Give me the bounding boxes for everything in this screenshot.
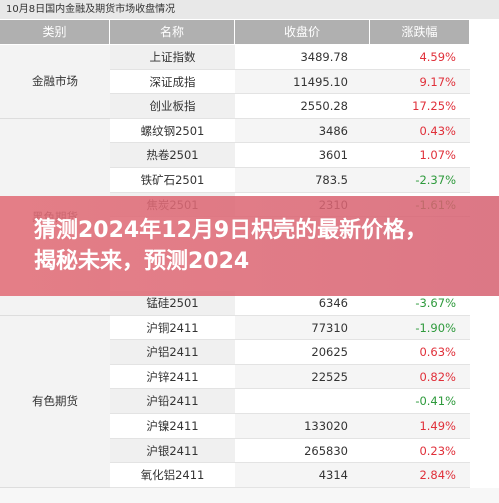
name-cell: 热卷2501 [110, 143, 235, 168]
price-cell: 3601 [235, 143, 370, 168]
name-cell: 上证指数 [110, 45, 235, 70]
table-title: 10月8日国内金融及期货市场收盘情况 [0, 0, 499, 19]
price-cell: 265830 [235, 438, 370, 464]
price-cell [235, 389, 370, 414]
name-cell: 氧化铝2411 [110, 463, 235, 488]
change-cell: 17.25% [370, 94, 470, 119]
change-cell: 1.07% [370, 143, 470, 168]
price-cell: 22525 [235, 364, 370, 390]
name-cell: 沪锌2411 [110, 364, 235, 390]
column-header: 名称 [110, 20, 235, 44]
price-cell: 3486 [235, 118, 370, 144]
name-cell: 创业板指 [110, 94, 235, 119]
price-cell: 4314 [235, 463, 370, 488]
group-label: 有色期货 [0, 315, 110, 488]
change-cell: 0.23% [370, 438, 470, 464]
banner-line: 猜测2024年12月9日枳壳的最新价格， [34, 218, 428, 243]
column-header: 收盘价 [235, 20, 370, 44]
name-cell: 沪铅2411 [110, 389, 235, 414]
price-cell: 20625 [235, 340, 370, 365]
price-cell: 3489.78 [235, 45, 370, 70]
name-cell: 沪铝2411 [110, 340, 235, 365]
name-cell: 锰硅2501 [110, 291, 235, 316]
name-cell: 铁矿石2501 [110, 168, 235, 193]
banner-line: 揭秘未来，预测2024 [34, 249, 250, 274]
change-cell: 9.17% [370, 69, 470, 95]
change-cell: -2.37% [370, 168, 470, 193]
price-cell: 11495.10 [235, 69, 370, 95]
group-label: 金融市场 [0, 45, 110, 119]
name-cell: 沪银2411 [110, 438, 235, 464]
name-cell: 深证成指 [110, 69, 235, 95]
price-cell: 2550.28 [235, 94, 370, 119]
name-cell: 沪铜2411 [110, 315, 235, 341]
change-cell: 1.49% [370, 414, 470, 439]
change-cell: 0.43% [370, 118, 470, 144]
name-cell: 螺纹钢2501 [110, 118, 235, 144]
price-cell: 77310 [235, 315, 370, 341]
footer [0, 488, 499, 503]
column-header: 涨跌幅 [370, 20, 470, 44]
change-cell: -1.90% [370, 315, 470, 341]
price-cell: 133020 [235, 414, 370, 439]
change-cell: 4.59% [370, 45, 470, 70]
change-cell: 0.63% [370, 340, 470, 365]
price-cell: 783.5 [235, 168, 370, 193]
banner: 猜测2024年12月9日枳壳的最新价格， 揭秘未来，预测2024 [0, 196, 499, 296]
change-cell: 0.82% [370, 364, 470, 390]
change-cell: -0.41% [370, 389, 470, 414]
column-header: 类别 [0, 20, 110, 44]
name-cell: 沪镍2411 [110, 414, 235, 439]
change-cell: 2.84% [370, 463, 470, 488]
